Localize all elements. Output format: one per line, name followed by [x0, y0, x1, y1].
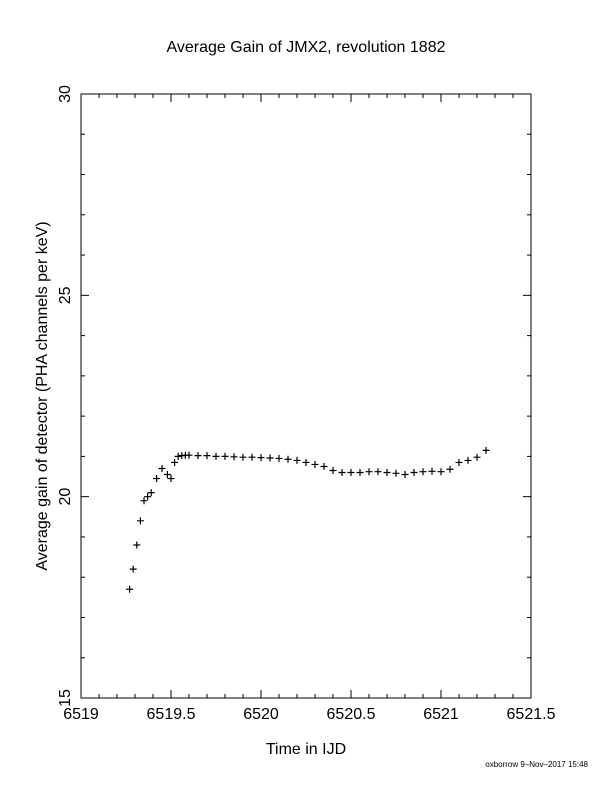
data-point — [266, 454, 274, 462]
tick-labels: 15 20 25 30 6519 6519.5 6520 6520.5 6521 6521.5 — [57, 85, 556, 723]
data-point — [293, 456, 301, 464]
data-point — [163, 471, 171, 479]
data-point — [144, 493, 152, 501]
data-point — [158, 464, 166, 472]
data-point — [347, 469, 355, 477]
y-tick-label: 15 — [57, 689, 74, 707]
data-point — [302, 458, 310, 466]
data-point — [133, 541, 141, 549]
x-tick-label: 6521 — [423, 706, 459, 723]
data-point — [320, 462, 328, 470]
data-point — [473, 453, 481, 461]
data-point — [329, 466, 337, 474]
x-tick-label: 6521.5 — [507, 706, 556, 723]
y-tick-label: 20 — [57, 488, 74, 506]
data-point — [284, 455, 292, 463]
footer-credit: oxborrow 9–Nov–2017 15:48 — [485, 760, 588, 769]
data-points — [126, 446, 490, 593]
data-point — [482, 446, 490, 454]
data-point — [410, 469, 418, 477]
data-point — [126, 585, 134, 593]
data-point — [365, 468, 373, 476]
data-point — [239, 453, 247, 461]
plot-area — [80, 93, 532, 699]
x-tick-label: 6520.5 — [327, 706, 376, 723]
y-tick-label: 25 — [57, 286, 74, 304]
data-point — [257, 454, 265, 462]
chart-title: Average Gain of JMX2, revolution 1882 — [167, 39, 446, 56]
data-point — [401, 471, 409, 479]
data-point — [311, 460, 319, 468]
data-point — [338, 469, 346, 477]
y-tick-label: 30 — [57, 85, 74, 103]
data-point — [203, 452, 211, 460]
data-point — [147, 489, 155, 497]
axis-ticks — [80, 93, 532, 699]
data-point — [374, 468, 382, 476]
x-axis-label: Time in IJD — [266, 741, 346, 758]
data-point — [230, 453, 238, 461]
y-axis-label: Average gain of detector (PHA channels p… — [34, 221, 51, 570]
data-point — [153, 475, 161, 483]
data-point — [167, 475, 175, 483]
x-tick-label: 6519 — [63, 706, 99, 723]
data-point — [428, 467, 436, 475]
data-point — [185, 451, 193, 459]
data-point — [356, 469, 364, 477]
data-point — [171, 458, 179, 466]
data-point — [212, 452, 220, 460]
data-point — [464, 456, 472, 464]
x-tick-label: 6519.5 — [147, 706, 196, 723]
data-point — [275, 454, 283, 462]
x-tick-label: 6520 — [243, 706, 279, 723]
data-point — [437, 468, 445, 476]
data-point — [419, 468, 427, 476]
data-point — [455, 458, 463, 466]
data-point — [194, 452, 202, 460]
data-point — [140, 497, 148, 505]
data-point — [174, 452, 182, 460]
data-point — [392, 469, 400, 477]
data-point — [248, 453, 256, 461]
data-point — [446, 465, 454, 473]
data-point — [221, 452, 229, 460]
data-point — [136, 517, 144, 525]
data-point — [383, 469, 391, 477]
data-point — [129, 565, 137, 573]
